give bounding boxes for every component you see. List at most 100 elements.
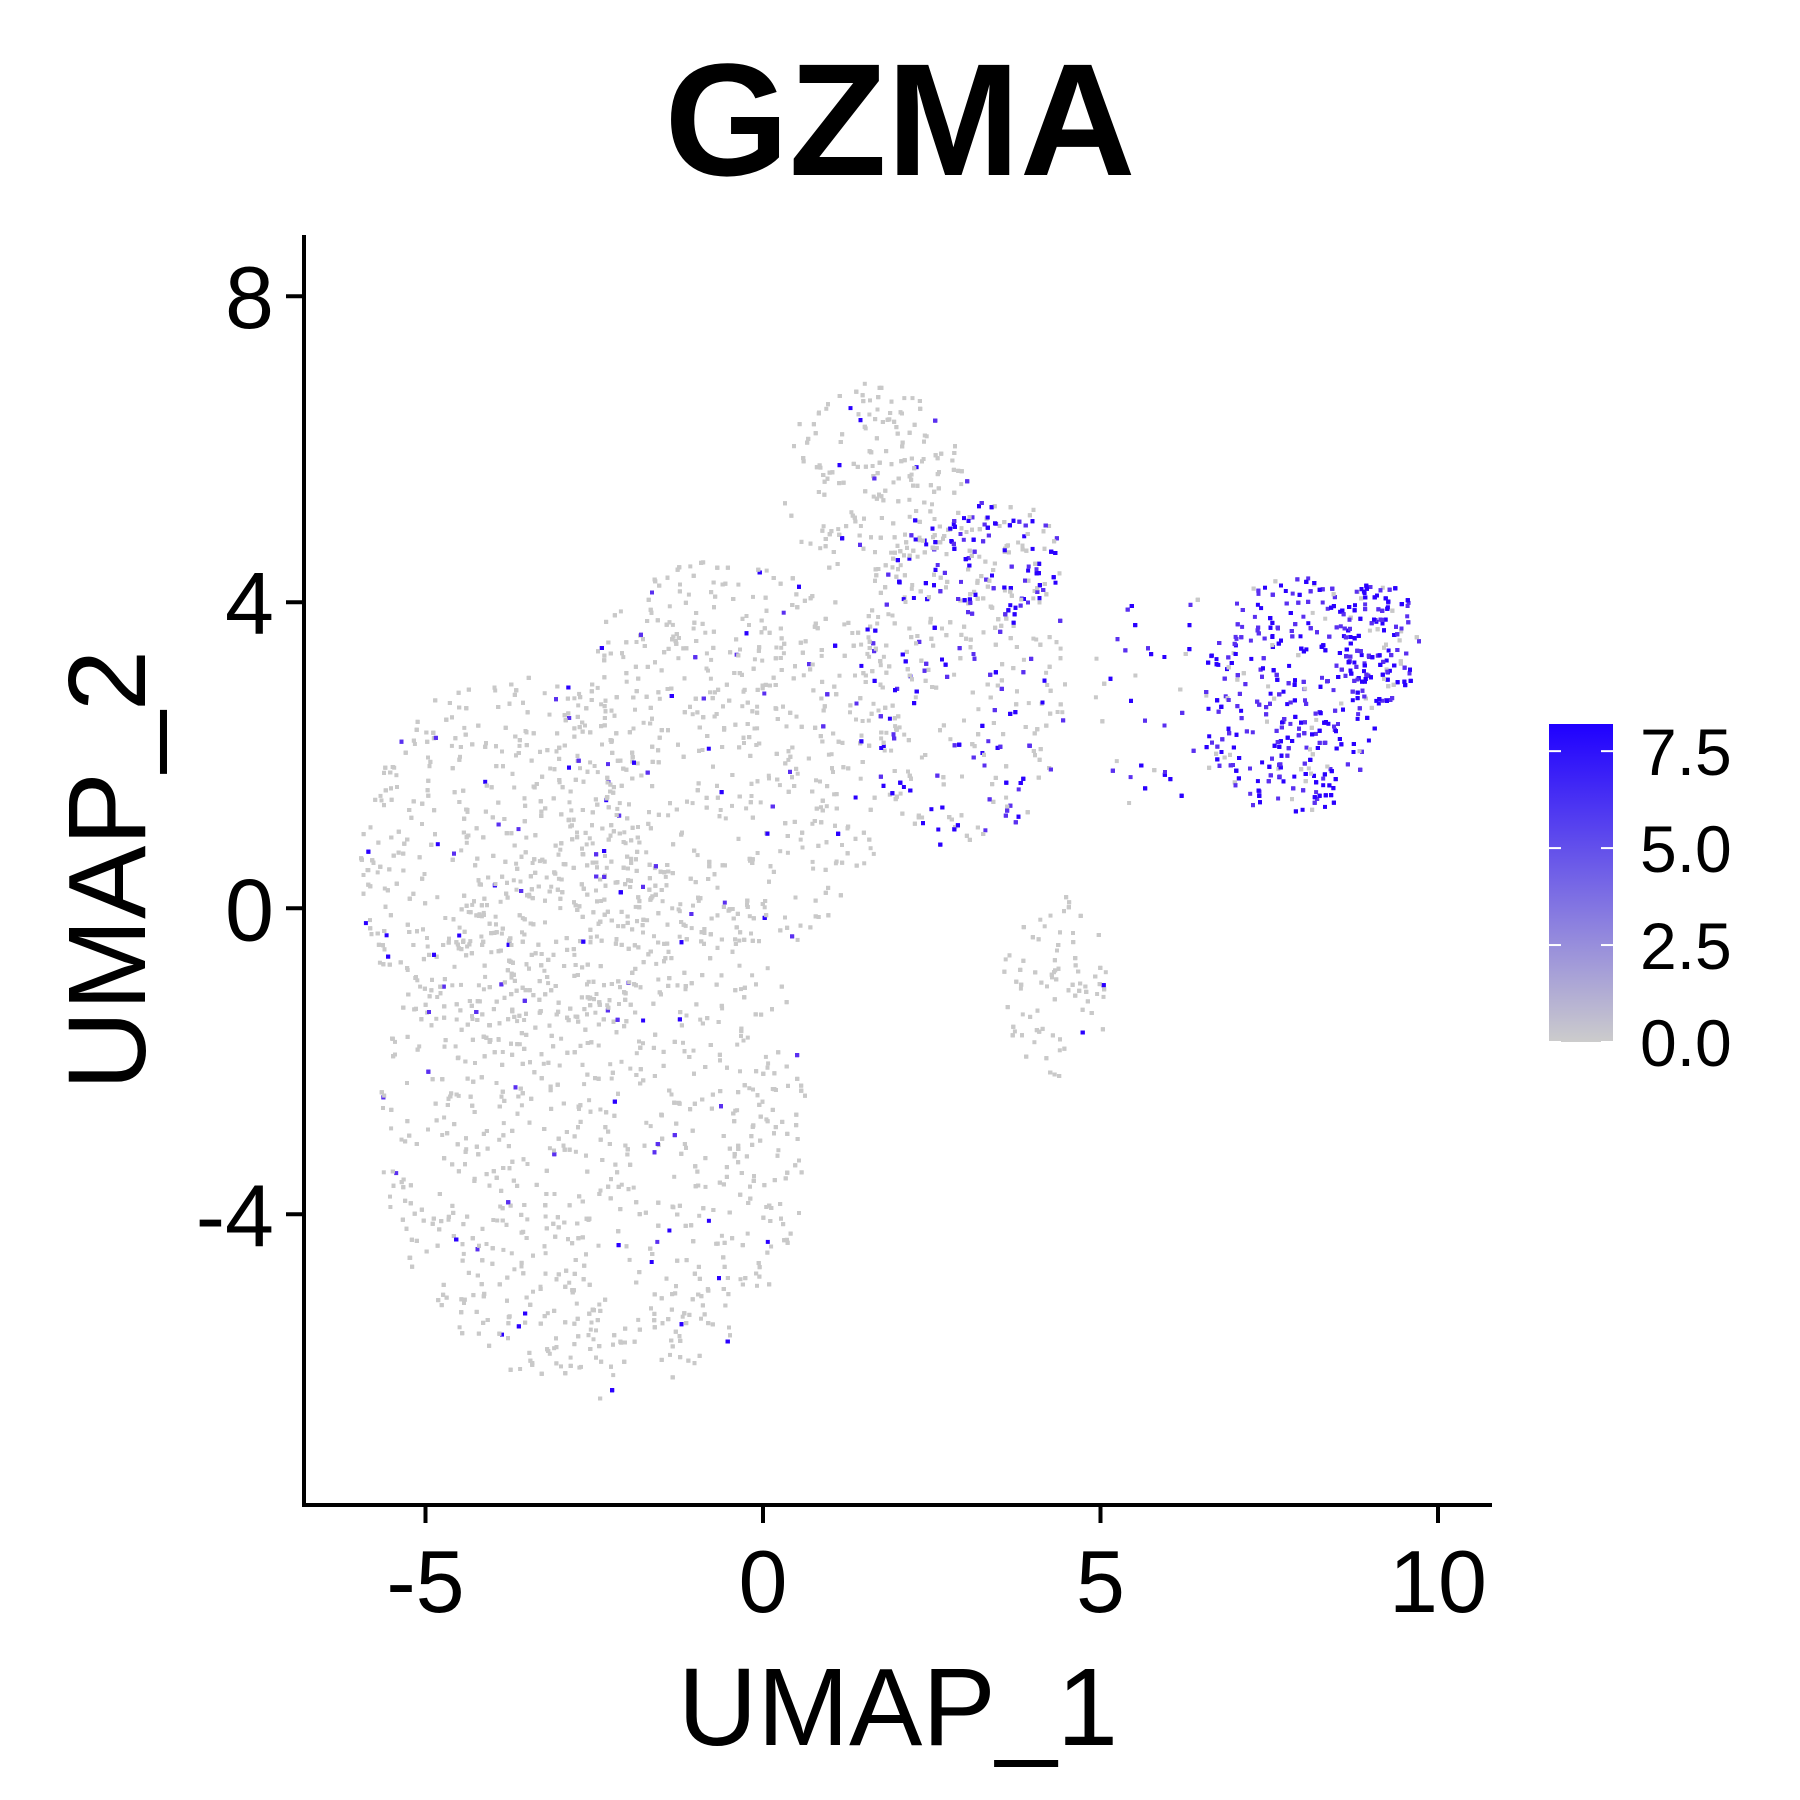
scatter-point bbox=[588, 935, 593, 940]
scatter-point bbox=[1047, 524, 1052, 528]
scatter-point bbox=[615, 806, 620, 811]
scatter-point bbox=[442, 1115, 447, 1120]
scatter-point bbox=[814, 778, 818, 783]
scatter-point bbox=[440, 1133, 445, 1137]
scatter-point bbox=[786, 757, 791, 762]
scatter-point bbox=[384, 933, 389, 938]
scatter-point bbox=[663, 874, 668, 879]
scatter-point bbox=[381, 1170, 386, 1175]
scatter-point bbox=[1235, 601, 1239, 606]
scatter-point bbox=[422, 957, 426, 962]
scatter-point bbox=[1030, 546, 1035, 551]
scatter-point bbox=[648, 1124, 653, 1129]
scatter-point bbox=[1355, 716, 1360, 721]
scatter-point bbox=[913, 695, 918, 700]
scatter-point bbox=[902, 396, 907, 401]
scatter-point bbox=[737, 938, 742, 943]
scatter-point bbox=[1240, 624, 1245, 629]
scatter-point bbox=[1239, 708, 1244, 713]
scatter-point bbox=[568, 1355, 573, 1360]
scatter-point bbox=[597, 1302, 602, 1307]
scatter-point bbox=[520, 930, 524, 935]
scatter-point bbox=[542, 691, 547, 696]
scatter-point bbox=[735, 1108, 740, 1113]
scatter-point bbox=[557, 780, 562, 785]
scatter-point bbox=[481, 987, 486, 992]
scatter-point bbox=[1288, 721, 1293, 726]
scatter-point bbox=[680, 1314, 685, 1319]
scatter-point bbox=[779, 645, 784, 650]
scatter-point bbox=[755, 851, 760, 855]
scatter-point bbox=[595, 685, 600, 690]
scatter-point bbox=[797, 1211, 801, 1215]
scatter-point bbox=[848, 710, 852, 715]
scatter-point bbox=[902, 732, 907, 737]
scatter-point bbox=[824, 804, 829, 809]
scatter-point bbox=[457, 1325, 462, 1330]
scatter-point bbox=[819, 653, 824, 658]
scatter-point bbox=[603, 853, 607, 858]
scatter-point bbox=[871, 851, 876, 856]
scatter-point bbox=[1042, 924, 1047, 929]
scatter-point bbox=[1306, 621, 1311, 626]
scatter-point bbox=[1320, 600, 1325, 605]
scatter-point bbox=[588, 1327, 593, 1332]
scatter-point bbox=[1259, 606, 1264, 611]
scatter-point bbox=[1207, 734, 1212, 739]
scatter-point bbox=[1376, 701, 1381, 706]
scatter-point bbox=[531, 1289, 535, 1294]
scatter-point bbox=[672, 1174, 677, 1179]
scatter-point bbox=[958, 598, 963, 603]
scatter-point bbox=[1093, 695, 1098, 700]
scatter-point bbox=[1314, 790, 1319, 795]
scatter-point bbox=[1276, 766, 1281, 771]
scatter-point bbox=[1304, 745, 1309, 750]
scatter-point bbox=[567, 800, 572, 805]
scatter-point bbox=[592, 764, 597, 768]
scatter-point bbox=[798, 837, 803, 842]
scatter-point bbox=[738, 1277, 743, 1282]
scatter-point bbox=[882, 748, 887, 753]
scatter-point bbox=[718, 808, 723, 812]
scatter-point bbox=[887, 792, 892, 797]
scatter-point bbox=[778, 849, 783, 854]
scatter-point bbox=[1020, 1012, 1025, 1017]
scatter-point bbox=[794, 714, 799, 719]
scatter-point bbox=[574, 1301, 579, 1306]
scatter-point bbox=[515, 1019, 520, 1024]
scatter-point bbox=[1008, 603, 1013, 608]
scatter-point bbox=[889, 748, 894, 753]
scatter-point bbox=[867, 412, 872, 417]
scatter-point bbox=[524, 835, 529, 840]
scatter-point bbox=[1310, 610, 1315, 615]
scatter-point bbox=[1313, 731, 1318, 736]
scatter-point bbox=[1362, 669, 1366, 674]
scatter-point bbox=[934, 545, 939, 550]
scatter-point bbox=[1206, 706, 1211, 711]
scatter-point bbox=[591, 1337, 596, 1342]
scatter-point bbox=[924, 542, 929, 547]
scatter-point bbox=[1366, 738, 1371, 743]
scatter-point bbox=[576, 703, 581, 708]
scatter-point bbox=[509, 975, 514, 980]
scatter-point bbox=[951, 522, 956, 526]
scatter-point bbox=[617, 801, 622, 806]
scatter-point bbox=[722, 900, 727, 905]
scatter-point bbox=[452, 964, 457, 969]
scatter-point bbox=[959, 579, 963, 584]
scatter-point bbox=[891, 480, 896, 485]
scatter-point bbox=[1214, 657, 1219, 662]
scatter-point bbox=[1103, 970, 1108, 975]
scatter-point bbox=[537, 859, 542, 864]
scatter-point bbox=[498, 899, 503, 904]
scatter-point bbox=[837, 673, 842, 678]
scatter-point bbox=[1234, 636, 1239, 641]
scatter-point bbox=[594, 934, 599, 939]
scatter-point bbox=[605, 1003, 610, 1008]
scatter-point bbox=[1338, 609, 1343, 614]
scatter-point bbox=[797, 1158, 801, 1163]
scatter-point bbox=[683, 923, 688, 928]
scatter-point bbox=[766, 1061, 771, 1066]
scatter-point bbox=[686, 592, 691, 597]
scatter-point bbox=[548, 766, 553, 771]
